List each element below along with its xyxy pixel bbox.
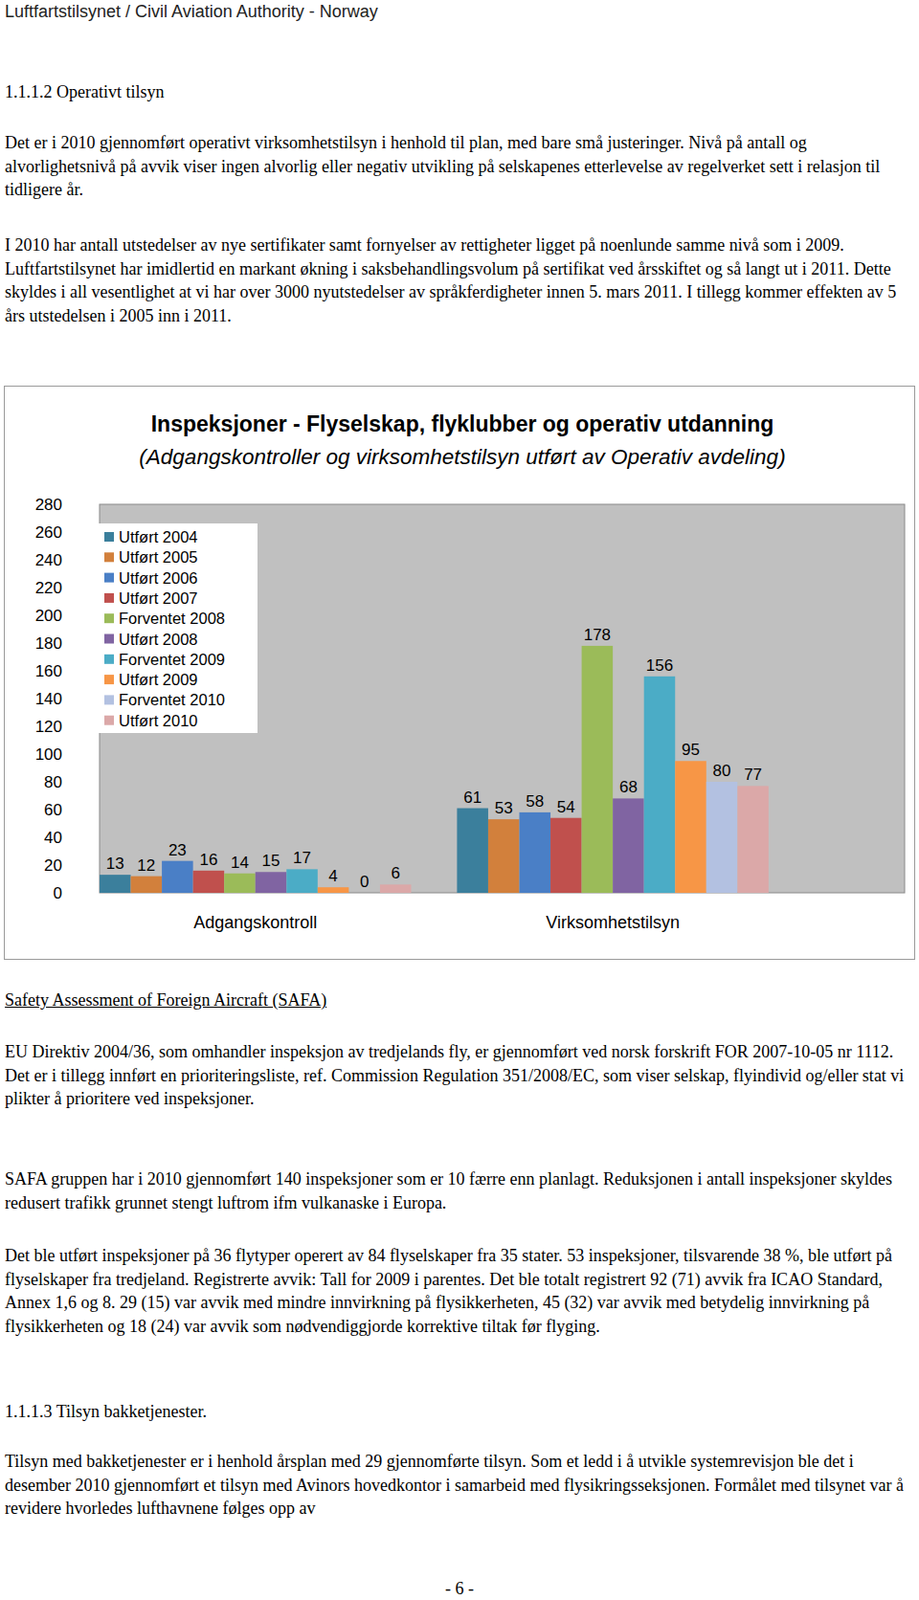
legend-swatch <box>104 593 114 604</box>
legend-swatch <box>104 654 114 665</box>
y-tick-label: 200 <box>35 606 63 626</box>
y-tick-label: 80 <box>44 773 63 792</box>
legend-swatch <box>104 532 114 542</box>
legend: Utført 2004 Utført 2005 Utført 2006 Utført … <box>96 523 258 734</box>
bar <box>612 798 645 894</box>
data-labels: 13 12 23 16 14 15 17 4 0 6 61 53 58 54 178 68 156 95 80 77 <box>106 626 763 892</box>
heading: Safety Assessment of Foreign Aircraft (S… <box>4 988 915 1013</box>
data-label: 68 <box>619 778 638 797</box>
y-tick-label: 140 <box>35 690 63 709</box>
y-tick-label: 100 <box>35 745 63 764</box>
legend-entry: Utført 2005 <box>118 548 199 566</box>
bar <box>456 808 489 894</box>
chart-title: Inspeksjoner - Flyselskap, flyklubber og… <box>98 411 827 438</box>
data-label: 61 <box>463 788 482 807</box>
bar <box>737 785 769 894</box>
data-label: 53 <box>494 799 514 818</box>
data-label: 17 <box>292 849 312 868</box>
bar <box>674 761 707 894</box>
category-label: Virksomhetstilsyn <box>545 913 680 933</box>
paragraph: SAFA gruppen har i 2010 gjennomført 140 … <box>4 1167 915 1215</box>
y-tick-label: 280 <box>35 495 63 515</box>
bar <box>317 887 350 894</box>
data-label: 15 <box>262 851 281 871</box>
heading: 1.1.1.3 Tilsyn bakketjenester. <box>4 1400 915 1425</box>
legend-entry: Utført 2006 <box>118 569 199 587</box>
data-label: 4 <box>328 867 337 886</box>
paragraph: I 2010 har antall utstedelser av nye ser… <box>4 233 915 328</box>
paragraph: EU Direktiv 2004/36, som omhandler inspe… <box>4 1040 915 1112</box>
data-label: 23 <box>168 841 187 860</box>
legend-swatch <box>104 674 114 685</box>
paragraph: Det ble utført inspeksjoner på 36 flytyp… <box>4 1244 915 1339</box>
bar <box>99 874 132 894</box>
y-tick-label: 180 <box>35 634 63 653</box>
legend-entry: Utført 2007 <box>118 589 199 607</box>
category-label: Adgangskontroll <box>193 913 317 933</box>
legend-box <box>96 523 258 734</box>
y-tick-label: 40 <box>44 829 63 848</box>
heading: 1.1.1.2 Operativt tilsyn <box>4 80 915 105</box>
data-label: 6 <box>390 864 400 883</box>
bar <box>550 818 583 894</box>
data-label: 54 <box>557 798 576 817</box>
paragraph: Tilsyn med bakketjenester er i henhold å… <box>4 1450 915 1522</box>
chart-subtitle: (Adgangskontroller og virksomhetstilsyn … <box>127 442 798 473</box>
data-label: 178 <box>583 626 611 645</box>
data-label: 77 <box>743 765 763 785</box>
bar <box>518 812 551 894</box>
bar <box>255 872 288 894</box>
y-tick-label: 0 <box>53 884 63 903</box>
data-label: 156 <box>646 656 673 675</box>
y-tick-label: 260 <box>35 523 63 542</box>
bar <box>644 676 676 894</box>
data-label: 16 <box>199 851 218 870</box>
bar <box>582 646 614 894</box>
bar <box>161 861 194 894</box>
chart-svg: 0204060801001201401601802002202402602801… <box>4 386 915 960</box>
bar <box>706 782 739 894</box>
legend-swatch <box>104 694 114 705</box>
legend-entry: Utført 2010 <box>118 712 199 730</box>
bar <box>131 876 163 894</box>
y-tick-label: 160 <box>35 662 63 681</box>
chart: 0204060801001201401601802002202402602801… <box>3 385 916 961</box>
legend-entry: Forventet 2009 <box>118 650 225 669</box>
bar <box>488 819 520 894</box>
legend-entry: Utført 2004 <box>118 528 199 546</box>
legend-entry: Forventet 2010 <box>118 691 225 709</box>
data-label: 0 <box>359 873 369 892</box>
data-label: 13 <box>106 854 125 874</box>
y-tick-label: 220 <box>35 579 63 598</box>
legend-entry: Utført 2009 <box>118 671 199 689</box>
data-label: 80 <box>713 762 732 781</box>
legend-swatch <box>104 552 114 562</box>
bar <box>286 869 318 894</box>
y-tick-label: 60 <box>44 801 63 820</box>
page-number: - 6 - <box>0 1577 919 1600</box>
data-label: 95 <box>681 740 700 760</box>
y-tick-label: 120 <box>35 717 63 737</box>
data-label: 12 <box>136 856 156 875</box>
bar <box>380 884 412 894</box>
legend-swatch <box>104 613 114 624</box>
y-tick-label: 240 <box>35 551 63 570</box>
legend-swatch <box>104 716 114 726</box>
bar <box>193 871 225 894</box>
data-label: 58 <box>525 792 544 811</box>
paragraph: Det er i 2010 gjennomført operativt virk… <box>4 131 915 202</box>
legend-swatch <box>104 634 114 645</box>
legend-swatch <box>104 573 114 583</box>
page-header: Luftfartstilsynet / Civil Aviation Autho… <box>4 1 379 23</box>
bar <box>224 874 256 894</box>
bar <box>348 893 381 895</box>
data-label: 14 <box>230 853 249 873</box>
legend-entry: Forventet 2008 <box>118 609 225 628</box>
legend-entry: Utført 2008 <box>118 630 199 649</box>
y-tick-label: 20 <box>44 856 63 875</box>
